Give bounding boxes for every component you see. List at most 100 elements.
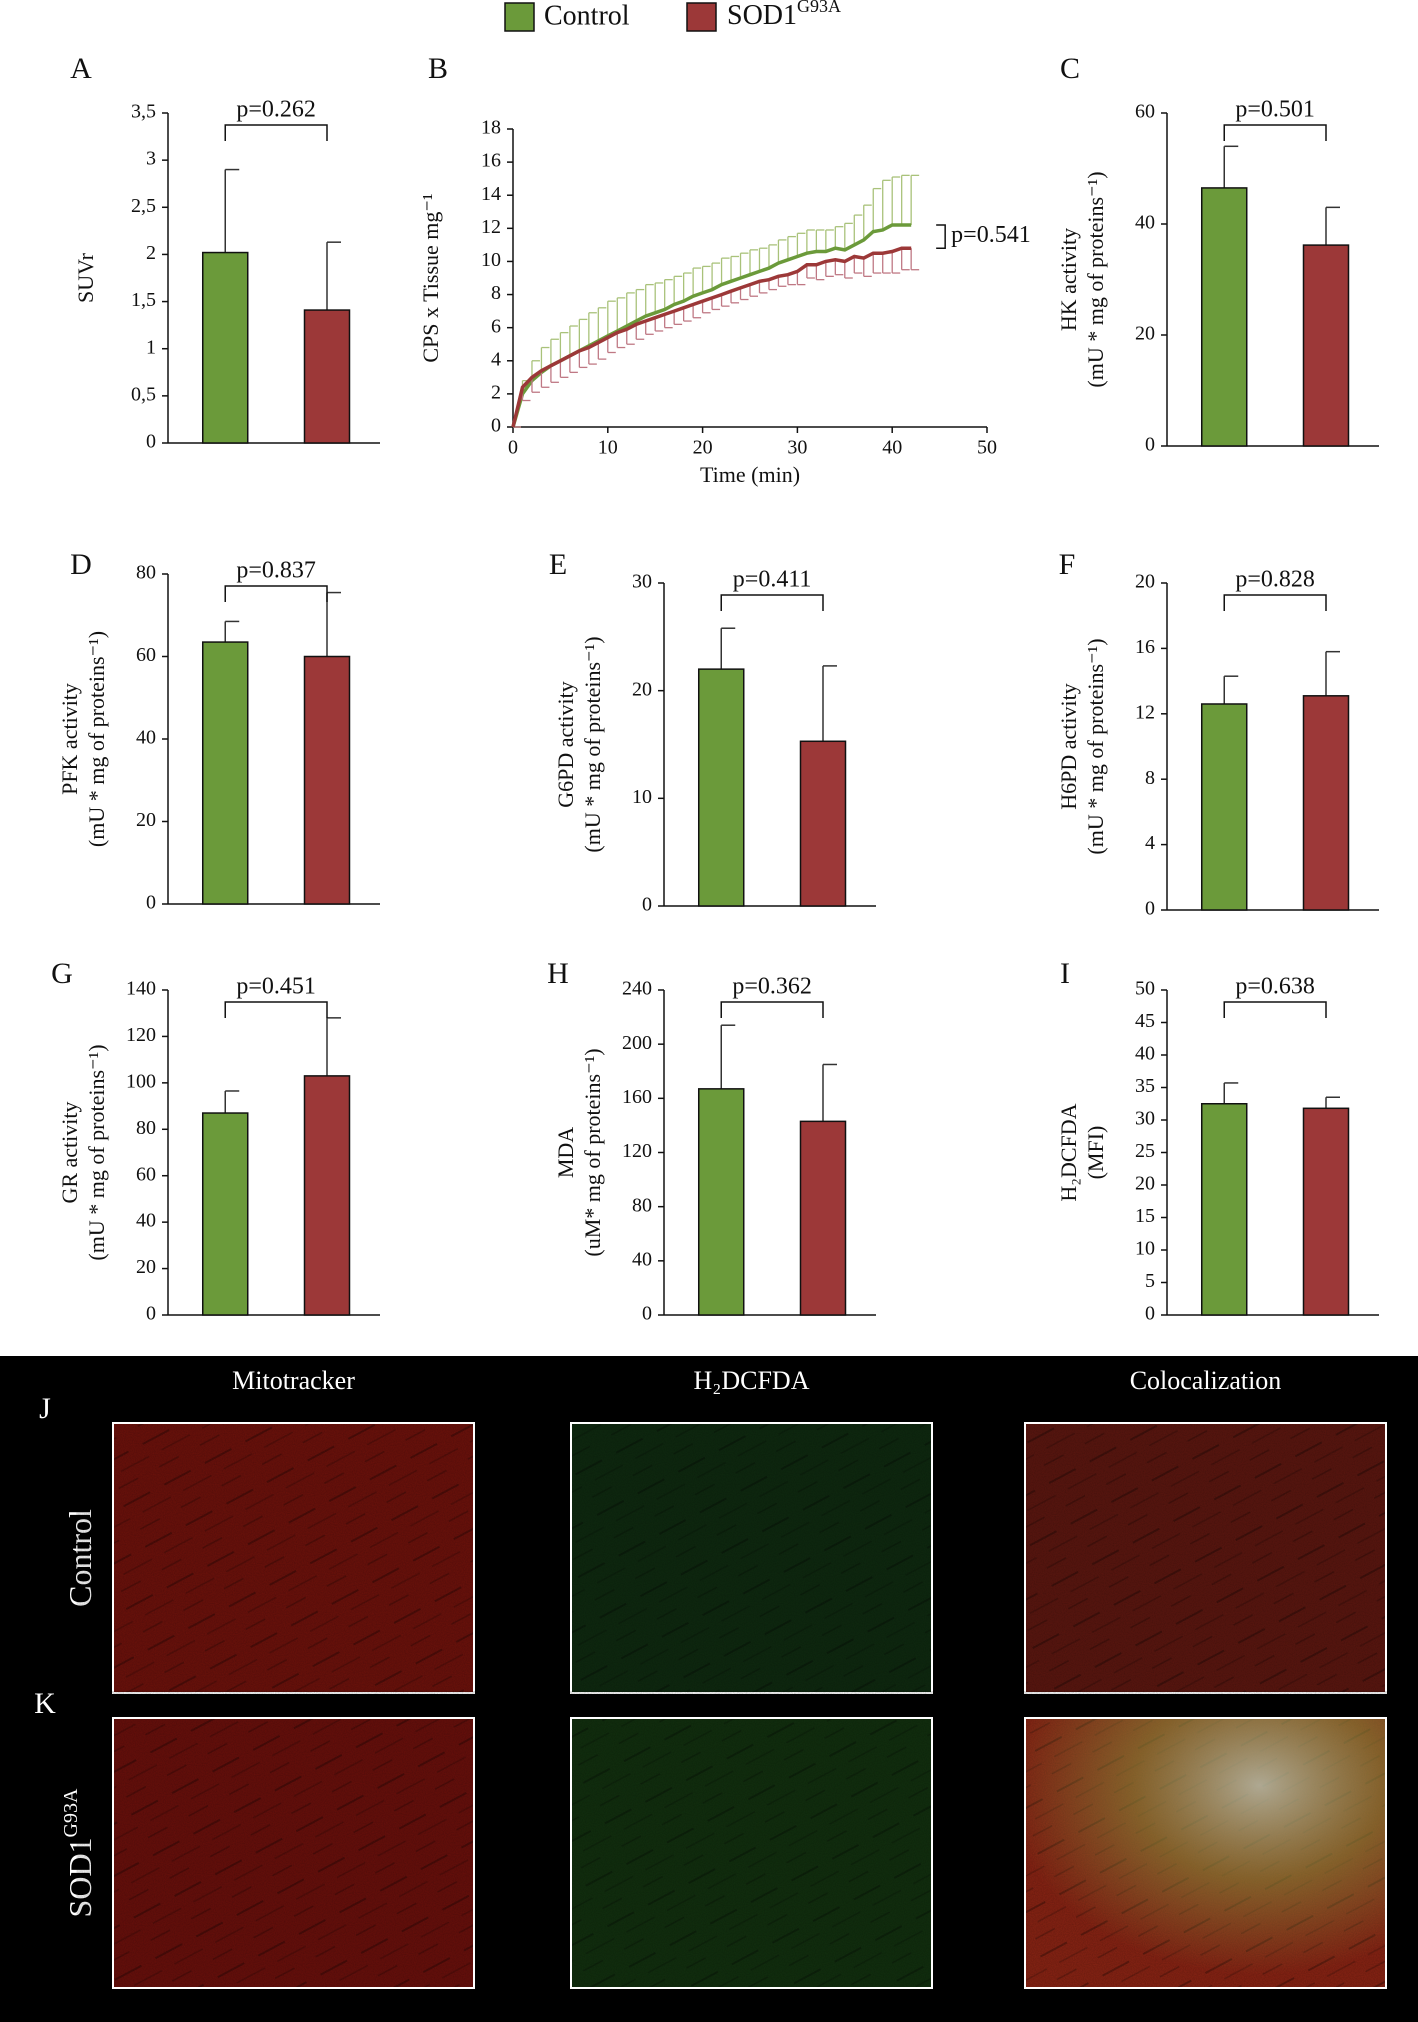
y-tick-label: 30 bbox=[632, 571, 652, 593]
y-tick-label: 5 bbox=[1145, 1270, 1155, 1292]
y-tick-label: 20 bbox=[1135, 571, 1155, 593]
bar bbox=[697, 1088, 745, 1316]
y-axis-label: H6PD activity bbox=[1056, 683, 1081, 810]
y-tick-label: 0 bbox=[146, 431, 156, 453]
y-tick-label: 2,5 bbox=[131, 195, 156, 217]
panel-label: J bbox=[39, 1392, 51, 1425]
y-tick-label: 60 bbox=[1135, 101, 1155, 123]
y-tick-label: 80 bbox=[136, 562, 156, 584]
y-tick-label: 80 bbox=[136, 1117, 156, 1139]
y-axis-label: (mU * mg of proteins⁻¹) bbox=[580, 636, 605, 852]
y-tick-label: 0 bbox=[146, 892, 156, 914]
y-tick-label: 12 bbox=[481, 216, 501, 238]
y-tick-label: 60 bbox=[136, 644, 156, 666]
y-axis-label: G6PD activity bbox=[553, 681, 578, 808]
bar bbox=[201, 251, 249, 444]
y-tick-label: 1,5 bbox=[131, 289, 156, 311]
y-tick-label: 200 bbox=[622, 1032, 652, 1054]
y-tick-label: 40 bbox=[136, 1210, 156, 1232]
annotation: p=0.411 bbox=[733, 567, 812, 593]
y-tick-label: 120 bbox=[622, 1140, 652, 1162]
micrograph bbox=[570, 1717, 933, 1989]
y-tick-label: 20 bbox=[1135, 323, 1155, 345]
panel-label: C bbox=[1060, 52, 1080, 85]
y-tick-label: 3,5 bbox=[131, 101, 156, 123]
y-axis-label: GR activity bbox=[57, 1101, 82, 1203]
y-tick-label: 18 bbox=[481, 117, 501, 139]
y-axis-label: (mU * mg of proteins⁻¹) bbox=[84, 631, 109, 847]
significance-bracket bbox=[224, 1001, 328, 1018]
y-tick-label: 4 bbox=[1145, 832, 1155, 854]
micrograph-noise bbox=[571, 1718, 932, 1988]
y-tick-label: 1 bbox=[146, 336, 156, 358]
micrograph bbox=[1024, 1717, 1387, 1989]
y-tick-label: 4 bbox=[491, 348, 501, 370]
y-tick-label: 35 bbox=[1135, 1075, 1155, 1097]
x-tick-label: 10 bbox=[598, 437, 618, 459]
micrograph bbox=[570, 1422, 933, 1694]
y-tick-label: 45 bbox=[1135, 1010, 1155, 1032]
panel-label: B bbox=[428, 52, 448, 85]
y-tick-label: 40 bbox=[136, 727, 156, 749]
micrograph bbox=[112, 1422, 475, 1694]
panel-label: G bbox=[51, 957, 73, 990]
micrograph-frame bbox=[112, 1717, 475, 1989]
y-axis-label: H₂DCFDA bbox=[1056, 1103, 1081, 1201]
legend-label: Control bbox=[544, 0, 630, 31]
panel-label: F bbox=[1059, 548, 1076, 581]
annotation: p=0.837 bbox=[236, 558, 316, 584]
micrograph-frame bbox=[1024, 1717, 1387, 1989]
bar bbox=[303, 655, 351, 905]
x-axis-label: Time (min) bbox=[700, 462, 800, 487]
x-tick-label: 30 bbox=[787, 437, 807, 459]
y-tick-label: 120 bbox=[126, 1024, 156, 1046]
legend-swatch bbox=[686, 2, 717, 32]
y-tick-label: 20 bbox=[632, 678, 652, 700]
y-tick-label: 16 bbox=[481, 150, 501, 172]
y-axis-label: (mU * mg of proteins⁻¹) bbox=[1083, 638, 1108, 854]
y-tick-label: 15 bbox=[1135, 1205, 1155, 1227]
y-axis-label: (mU * mg of proteins⁻¹) bbox=[1083, 171, 1108, 387]
y-tick-label: 20 bbox=[1135, 1173, 1155, 1195]
bar bbox=[1302, 1107, 1350, 1316]
y-tick-label: 0 bbox=[1145, 434, 1155, 456]
y-tick-label: 160 bbox=[622, 1086, 652, 1108]
line bbox=[511, 246, 912, 428]
y-tick-label: 40 bbox=[632, 1248, 652, 1270]
bar bbox=[697, 668, 745, 907]
y-tick-label: 25 bbox=[1135, 1140, 1155, 1162]
legend-swatch bbox=[504, 2, 535, 32]
row-label-sup: G93A bbox=[60, 1788, 82, 1837]
y-axis-label: SUVr bbox=[73, 252, 98, 303]
panel-label: H bbox=[547, 957, 569, 990]
significance-bracket bbox=[720, 594, 824, 611]
annotation: p=0.828 bbox=[1235, 567, 1315, 593]
y-tick-label: 0 bbox=[642, 1303, 652, 1325]
bar bbox=[303, 309, 351, 444]
column-header: Mitotracker bbox=[232, 1366, 355, 1395]
y-tick-label: 2 bbox=[491, 381, 501, 403]
y-tick-label: 12 bbox=[1135, 701, 1155, 723]
column-header: Colocalization bbox=[1130, 1366, 1282, 1395]
micrograph-noise bbox=[571, 1423, 932, 1693]
y-tick-label: 8 bbox=[491, 282, 501, 304]
bar bbox=[1302, 244, 1350, 447]
panel-label: D bbox=[70, 548, 92, 581]
y-tick-label: 10 bbox=[481, 249, 501, 271]
legend-label-sup: G93A bbox=[797, 0, 841, 16]
significance-bracket bbox=[1223, 124, 1327, 141]
y-axis-label: (uM* mg of proteins⁻¹) bbox=[580, 1048, 605, 1256]
y-axis-label: HK activity bbox=[1056, 228, 1081, 331]
significance-bracket bbox=[720, 1001, 824, 1018]
micrograph-noise bbox=[113, 1423, 474, 1693]
bar bbox=[201, 641, 249, 905]
significance-bracket bbox=[1223, 1001, 1327, 1018]
y-tick-label: 20 bbox=[136, 1256, 156, 1278]
bar bbox=[1200, 703, 1248, 911]
y-axis-label: MDA bbox=[553, 1127, 578, 1178]
row-label: SOD1G93A bbox=[60, 1788, 99, 1917]
y-tick-label: 20 bbox=[136, 809, 156, 831]
bar bbox=[1302, 695, 1350, 911]
x-tick-label: 0 bbox=[508, 437, 518, 459]
